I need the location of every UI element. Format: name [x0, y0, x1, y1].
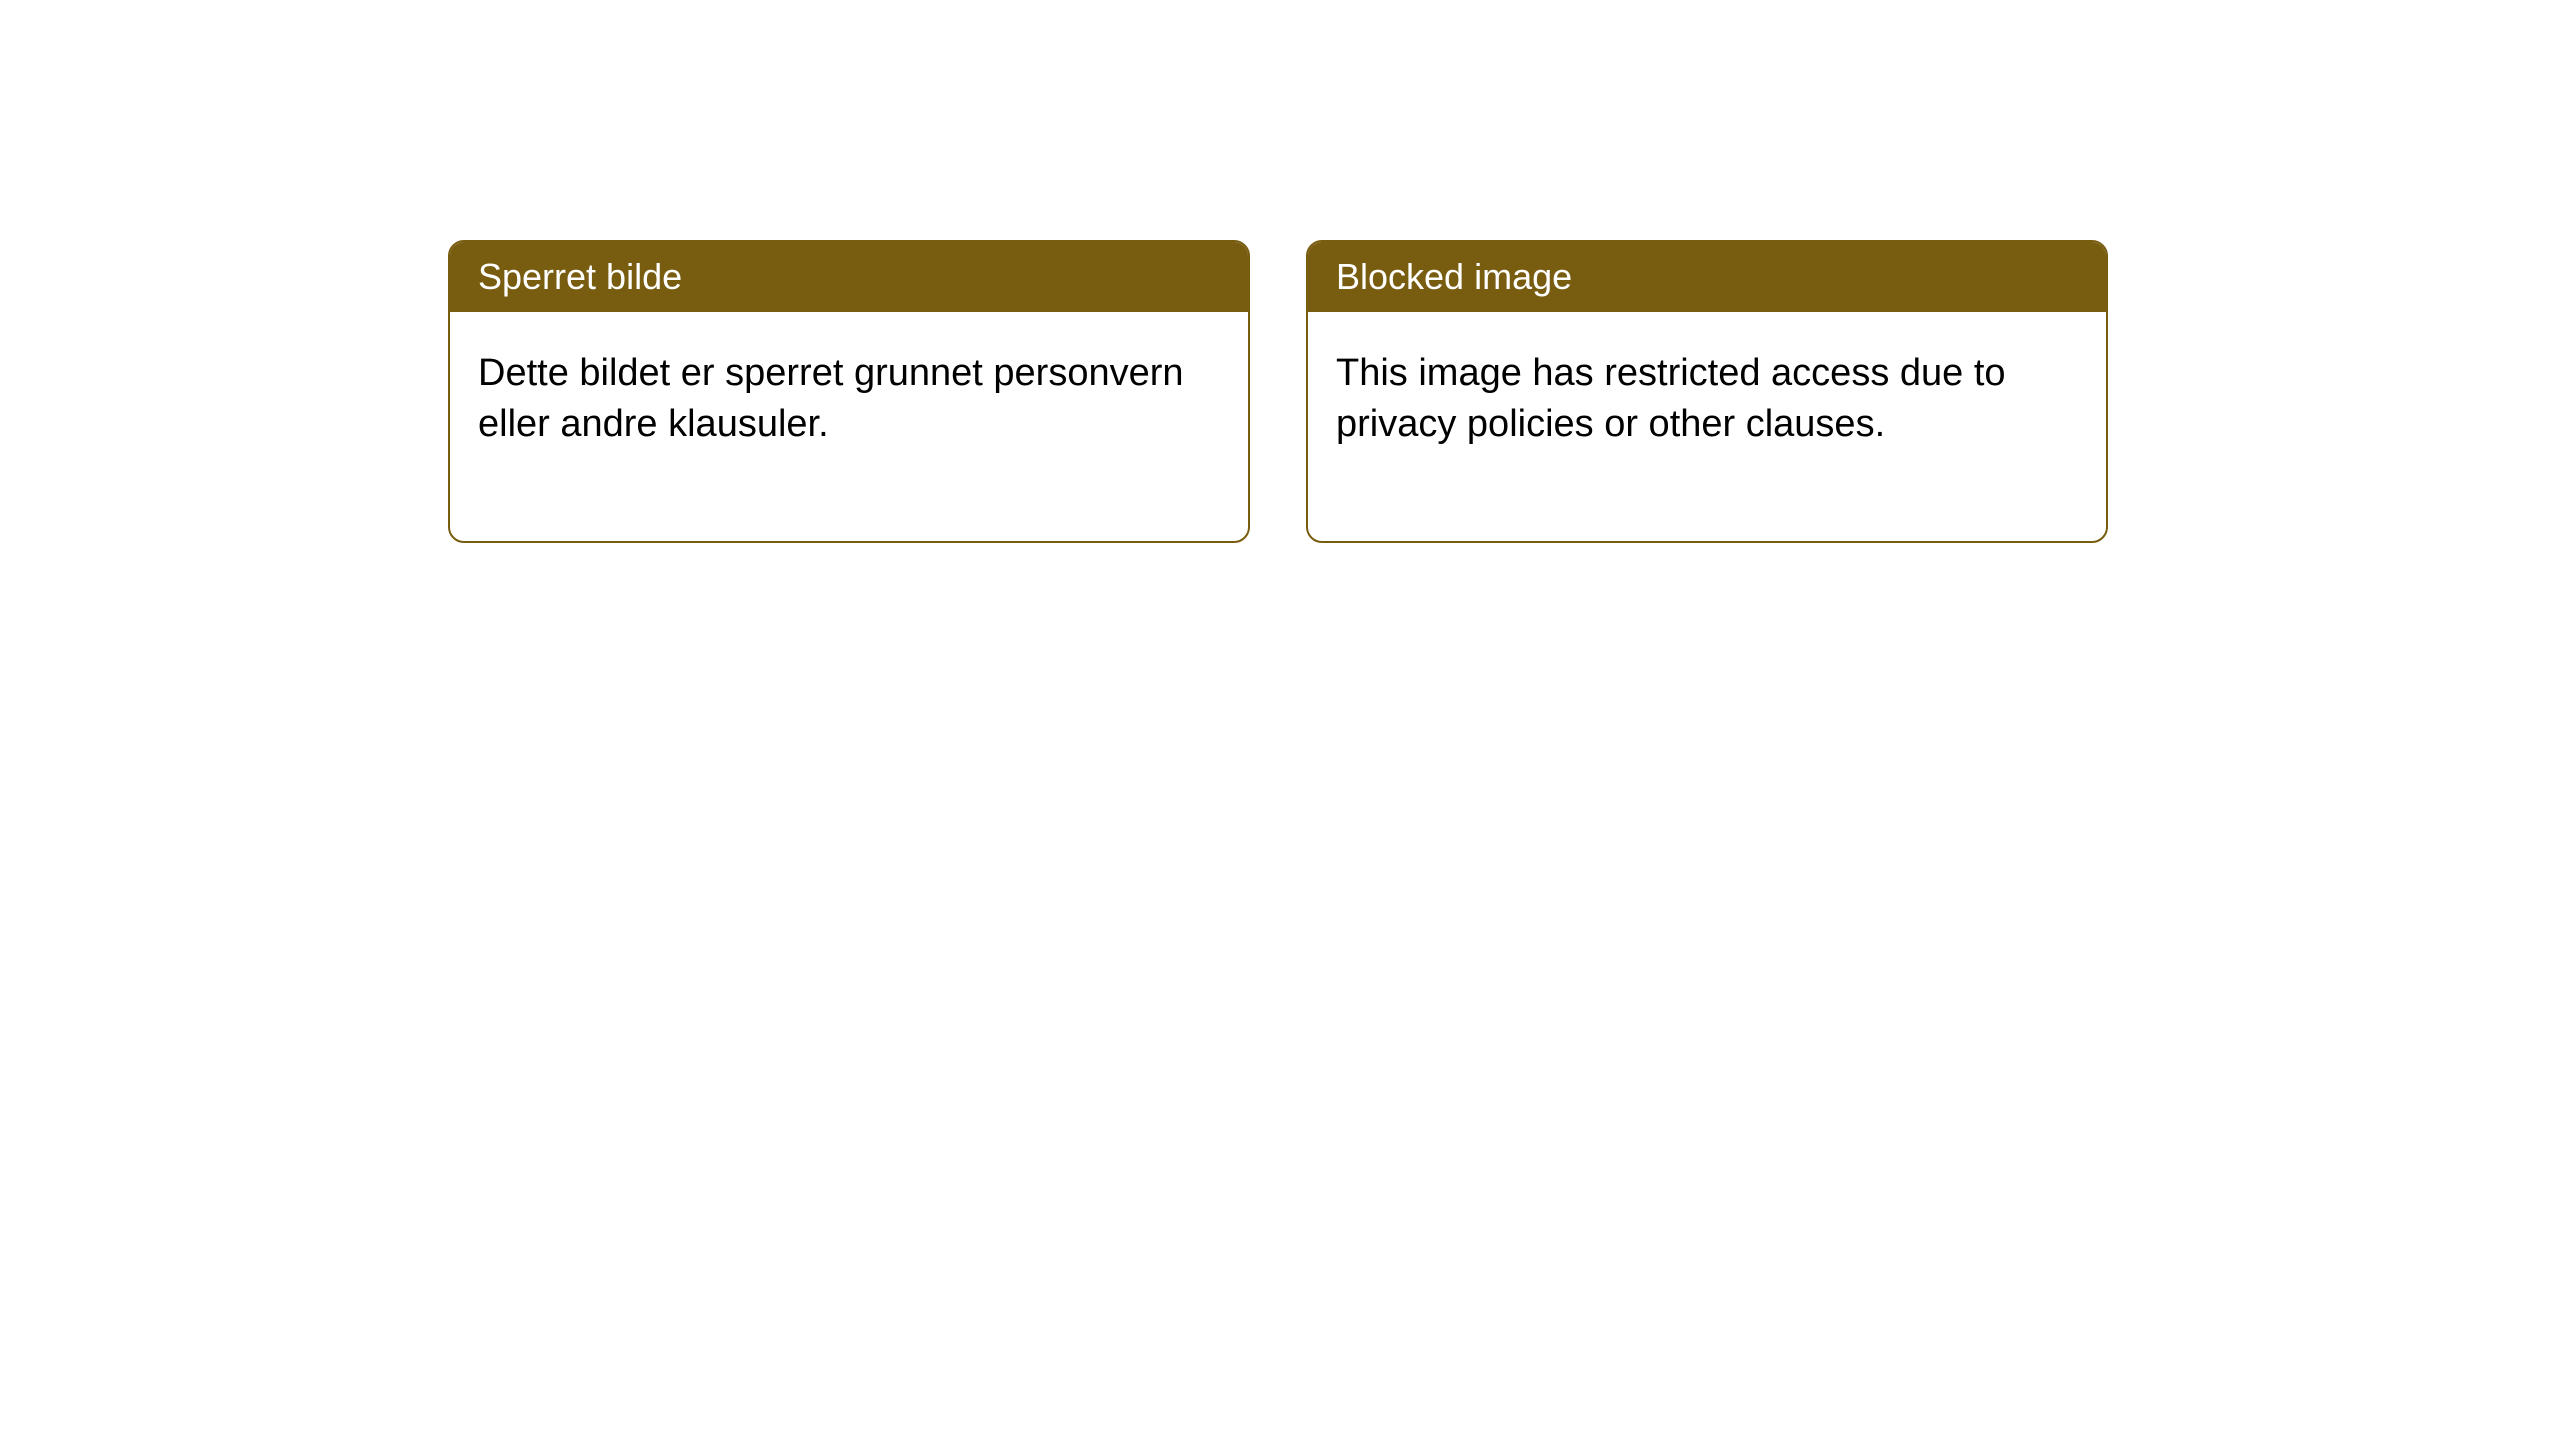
notice-header: Blocked image: [1308, 242, 2106, 312]
notice-card-english: Blocked image This image has restricted …: [1306, 240, 2108, 543]
notice-header: Sperret bilde: [450, 242, 1248, 312]
notice-body: Dette bildet er sperret grunnet personve…: [450, 312, 1248, 541]
notice-container: Sperret bilde Dette bildet er sperret gr…: [0, 0, 2560, 543]
notice-body: This image has restricted access due to …: [1308, 312, 2106, 541]
notice-card-norwegian: Sperret bilde Dette bildet er sperret gr…: [448, 240, 1250, 543]
